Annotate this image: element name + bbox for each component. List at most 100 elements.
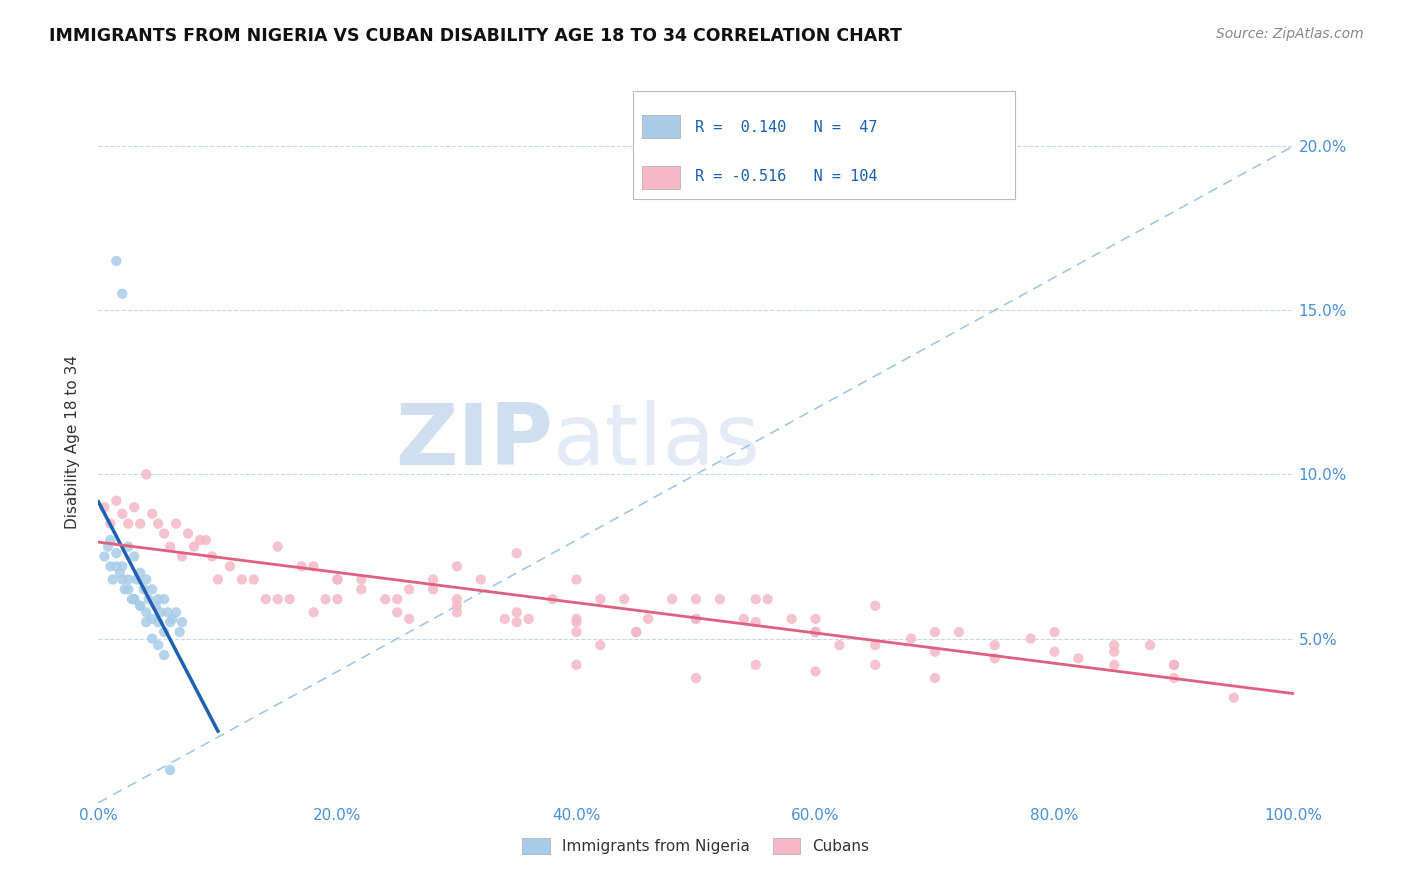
- Point: [865, 657, 887, 672]
- Point: [141, 507, 163, 521]
- Point: [129, 599, 152, 613]
- Point: [124, 500, 146, 515]
- Point: [148, 615, 170, 630]
- Point: [169, 625, 191, 640]
- Point: [446, 559, 468, 574]
- Point: [97, 540, 120, 554]
- Point: [446, 605, 468, 619]
- Point: [565, 612, 588, 626]
- Point: [108, 566, 131, 580]
- Point: [156, 605, 179, 619]
- Point: [105, 493, 128, 508]
- Point: [1139, 638, 1161, 652]
- Point: [188, 533, 211, 547]
- Point: [105, 253, 128, 268]
- Point: [165, 605, 187, 619]
- Point: [924, 625, 946, 640]
- Text: IMMIGRANTS FROM NIGERIA VS CUBAN DISABILITY AGE 18 TO 34 CORRELATION CHART: IMMIGRANTS FROM NIGERIA VS CUBAN DISABIL…: [49, 27, 903, 45]
- Point: [231, 573, 253, 587]
- Point: [159, 615, 181, 630]
- Point: [1043, 625, 1066, 640]
- Point: [135, 573, 157, 587]
- Y-axis label: Disability Age 18 to 34: Disability Age 18 to 34: [65, 354, 80, 529]
- Point: [101, 573, 124, 587]
- Point: [117, 540, 139, 554]
- Point: [565, 657, 588, 672]
- Text: R = -0.516   N = 104: R = -0.516 N = 104: [695, 169, 877, 184]
- Point: [565, 625, 588, 640]
- Point: [135, 467, 157, 482]
- Point: [637, 612, 659, 626]
- Point: [924, 645, 946, 659]
- Point: [865, 599, 887, 613]
- Point: [98, 559, 122, 574]
- Point: [98, 516, 122, 531]
- Point: [780, 612, 803, 626]
- Point: [207, 573, 229, 587]
- Point: [111, 507, 134, 521]
- Point: [685, 612, 707, 626]
- Point: [177, 526, 200, 541]
- Point: [1019, 632, 1042, 646]
- Point: [626, 625, 648, 640]
- Text: R =  0.140   N =  47: R = 0.140 N = 47: [695, 120, 877, 135]
- Point: [828, 638, 851, 652]
- Point: [1067, 651, 1090, 665]
- Point: [804, 665, 827, 679]
- Point: [685, 592, 707, 607]
- Point: [1223, 690, 1246, 705]
- Point: [132, 582, 155, 597]
- Point: [153, 648, 176, 662]
- Text: ZIP: ZIP: [395, 400, 553, 483]
- Point: [172, 615, 194, 630]
- Point: [129, 599, 152, 613]
- Point: [105, 559, 128, 574]
- Point: [326, 573, 349, 587]
- Point: [626, 625, 648, 640]
- Point: [201, 549, 224, 564]
- Point: [506, 605, 529, 619]
- Point: [541, 592, 564, 607]
- Point: [613, 592, 636, 607]
- Point: [153, 526, 176, 541]
- Point: [804, 612, 827, 626]
- Point: [565, 615, 588, 630]
- Text: atlas: atlas: [553, 400, 761, 483]
- Point: [114, 582, 136, 597]
- Point: [446, 599, 468, 613]
- Point: [948, 625, 970, 640]
- Point: [506, 546, 529, 560]
- Point: [984, 651, 1007, 665]
- Point: [302, 605, 325, 619]
- Point: [422, 582, 444, 597]
- Point: [506, 615, 529, 630]
- Point: [135, 605, 157, 619]
- Point: [153, 625, 176, 640]
- Point: [709, 592, 731, 607]
- Point: [685, 671, 707, 685]
- Point: [302, 559, 325, 574]
- Point: [1104, 657, 1126, 672]
- Point: [1163, 657, 1185, 672]
- Point: [129, 566, 152, 580]
- Point: [172, 549, 194, 564]
- Point: [148, 516, 170, 531]
- Point: [98, 533, 122, 547]
- Point: [924, 671, 946, 685]
- Point: [1163, 671, 1185, 685]
- Point: [135, 615, 157, 630]
- Point: [111, 573, 134, 587]
- Point: [141, 632, 163, 646]
- Point: [117, 582, 139, 597]
- Point: [685, 612, 707, 626]
- Point: [145, 599, 167, 613]
- Bar: [643, 115, 681, 138]
- Point: [733, 612, 755, 626]
- Point: [165, 516, 187, 531]
- Point: [105, 546, 128, 560]
- Point: [148, 592, 170, 607]
- Point: [111, 559, 134, 574]
- Point: [900, 632, 922, 646]
- Point: [219, 559, 242, 574]
- Point: [1043, 645, 1066, 659]
